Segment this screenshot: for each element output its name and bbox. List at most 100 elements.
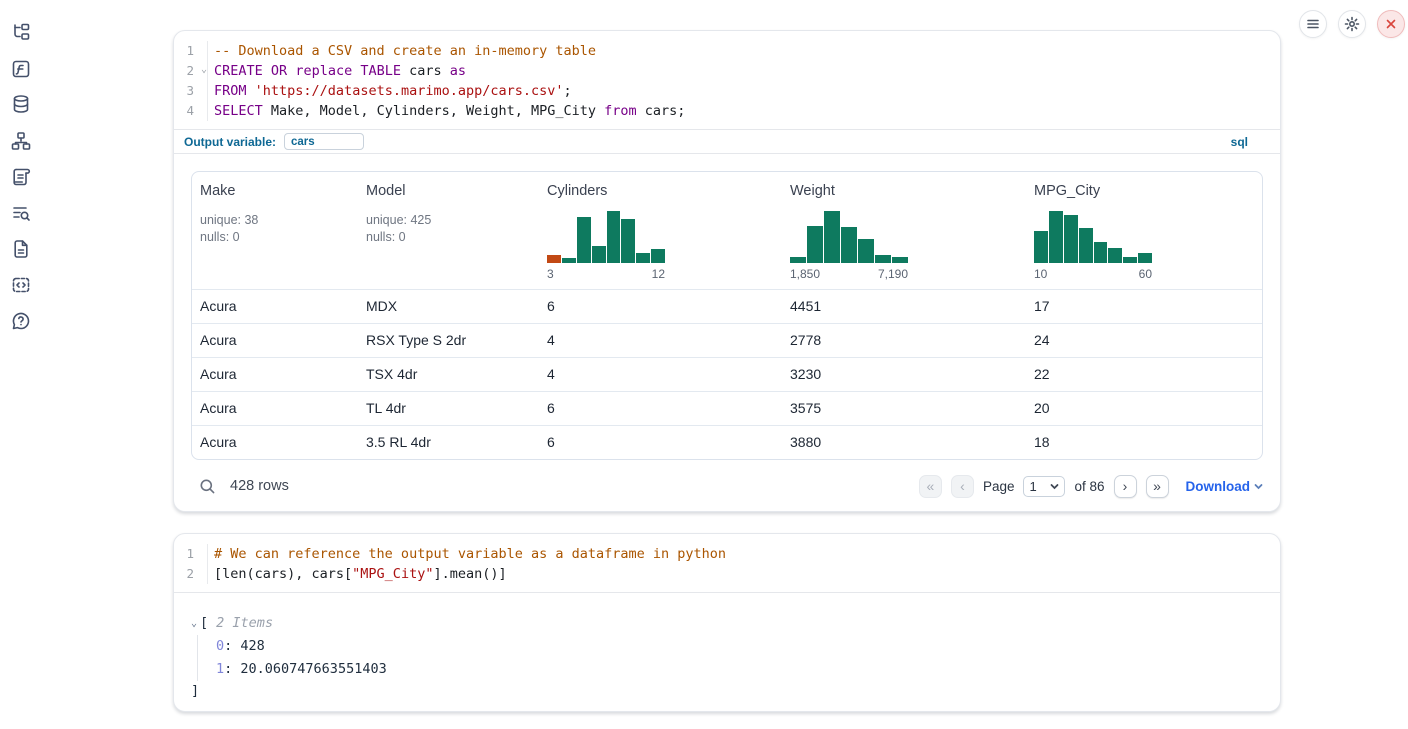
histogram-bar — [892, 257, 908, 263]
table-cell: Acura — [192, 426, 358, 459]
table-cell: 3575 — [782, 392, 1026, 425]
help-icon[interactable] — [11, 311, 31, 331]
histogram-bar — [1108, 248, 1122, 263]
histogram-bar — [807, 226, 823, 263]
histogram-bar — [651, 249, 665, 263]
histogram-bar — [824, 211, 840, 263]
table-cell: TL 4dr — [358, 392, 539, 425]
table-row[interactable]: AcuraRSX Type S 2dr4277824 — [192, 323, 1262, 357]
table-cell: Acura — [192, 358, 358, 391]
tree-collapse-chevron-icon[interactable]: ⌄ — [191, 618, 197, 629]
histogram-bar — [875, 255, 891, 263]
column-histogram: 1060 — [1034, 211, 1152, 281]
menu-icon — [1306, 17, 1320, 31]
code-line: 4SELECT Make, Model, Cylinders, Weight, … — [174, 101, 1280, 121]
column-header-make[interactable]: Makeunique: 38nulls: 0 — [192, 172, 358, 289]
logs-icon[interactable] — [11, 203, 31, 223]
fold-chevron-icon[interactable]: ⌄ — [201, 60, 207, 80]
marimo-notebook: 1-- Download a CSV and create an in-memo… — [0, 0, 1408, 729]
page-of-label: of 86 — [1074, 479, 1104, 494]
tree-root-row: ⌄ [ 2 Items — [191, 613, 1280, 633]
column-stats: unique: 38nulls: 0 — [200, 212, 350, 246]
prev-page-button[interactable]: ‹ — [951, 475, 974, 498]
column-header-mpg_city[interactable]: MPG_City1060 — [1026, 172, 1262, 289]
code-text: [len(cars), cars["MPG_City"].mean()] — [208, 564, 507, 584]
histogram-bar — [1049, 211, 1063, 263]
table-cell: MDX — [358, 290, 539, 323]
histogram-bar — [790, 257, 806, 263]
code-line: 2[len(cars), cars["MPG_City"].mean()] — [174, 564, 1280, 584]
table-cell: 24 — [1026, 324, 1262, 357]
documentation-icon[interactable] — [11, 239, 31, 259]
table-cell: 6 — [539, 426, 782, 459]
tree-entry: 1: 20.060747663551403 — [216, 658, 1280, 681]
table-cell: 2778 — [782, 324, 1026, 357]
column-header-model[interactable]: Modelunique: 425nulls: 0 — [358, 172, 539, 289]
line-number: 1 — [174, 544, 208, 564]
language-badge: sql — [1231, 135, 1248, 149]
table-cell: 18 — [1026, 426, 1262, 459]
table-row[interactable]: AcuraTSX 4dr4323022 — [192, 357, 1262, 391]
histogram-bar — [1138, 253, 1152, 263]
line-number: 1 — [174, 41, 208, 61]
next-page-button[interactable]: › — [1114, 475, 1137, 498]
row-count: 428 rows — [230, 478, 289, 494]
output-variable-bar: Output variable: sql — [174, 129, 1280, 154]
code-text: CREATE OR replace TABLE cars as — [208, 61, 466, 81]
scratchpad-icon[interactable] — [11, 167, 31, 187]
chevron-down-icon — [1050, 482, 1059, 491]
histogram-bar — [592, 246, 606, 263]
datasources-icon[interactable] — [11, 94, 31, 114]
last-page-button[interactable]: » — [1146, 475, 1169, 498]
table-cell: Acura — [192, 290, 358, 323]
pagination: « ‹ Page 1 of 86 › » Download — [919, 475, 1263, 498]
histogram-bar — [547, 255, 561, 263]
histogram-bar — [562, 258, 576, 263]
table-cell: 17 — [1026, 290, 1262, 323]
code-line: 1-- Download a CSV and create an in-memo… — [174, 41, 1280, 61]
histogram-bar — [841, 227, 857, 263]
tree-open-bracket: [ — [200, 615, 208, 631]
dependency-graph-icon[interactable] — [11, 131, 31, 151]
python-code-editor[interactable]: 1# We can reference the output variable … — [174, 534, 1280, 592]
download-button[interactable]: Download — [1186, 479, 1264, 494]
helper-sidebar — [0, 0, 44, 729]
histogram-bar — [1094, 242, 1108, 263]
file-tree-icon[interactable] — [11, 23, 31, 43]
code-text: FROM 'https://datasets.marimo.app/cars.c… — [208, 81, 572, 101]
python-cell: 1# We can reference the output variable … — [173, 533, 1281, 712]
output-variable-input[interactable] — [284, 133, 364, 150]
first-page-button[interactable]: « — [919, 475, 942, 498]
table-header-row: Makeunique: 38nulls: 0Modelunique: 425nu… — [192, 172, 1262, 289]
histogram-bar — [1079, 228, 1093, 263]
histogram-bar — [1034, 231, 1048, 263]
table-row[interactable]: AcuraTL 4dr6357520 — [192, 391, 1262, 425]
sql-code-editor[interactable]: 1-- Download a CSV and create an in-memo… — [174, 31, 1280, 129]
close-icon — [1385, 18, 1397, 30]
line-number: 4 — [174, 101, 208, 121]
search-icon[interactable] — [199, 478, 216, 495]
data-table: Makeunique: 38nulls: 0Modelunique: 425nu… — [191, 171, 1263, 460]
histogram-bar — [577, 217, 591, 263]
snippets-icon[interactable] — [11, 275, 31, 295]
table-cell: 20 — [1026, 392, 1262, 425]
column-stats: unique: 425nulls: 0 — [366, 212, 531, 246]
table-row[interactable]: AcuraMDX6445117 — [192, 289, 1262, 323]
page-select[interactable]: 1 — [1023, 476, 1065, 497]
column-header-cylinders[interactable]: Cylinders312 — [539, 172, 782, 289]
page-select-value: 1 — [1029, 479, 1036, 494]
gear-icon — [1344, 16, 1360, 32]
column-histogram: 312 — [547, 211, 665, 281]
table-cell: Acura — [192, 392, 358, 425]
column-header-weight[interactable]: Weight1,8507,190 — [782, 172, 1026, 289]
settings-button[interactable] — [1338, 10, 1366, 38]
table-row[interactable]: Acura3.5 RL 4dr6388018 — [192, 425, 1262, 459]
table-cell: 4 — [539, 324, 782, 357]
tree-items-count: 2 Items — [216, 615, 273, 631]
table-body: AcuraMDX6445117AcuraRSX Type S 2dr427782… — [192, 289, 1262, 459]
table-cell: TSX 4dr — [358, 358, 539, 391]
notebook-menu-button[interactable] — [1299, 10, 1327, 38]
variables-icon[interactable] — [11, 59, 31, 79]
python-cell-output: ⌄ [ 2 Items 0: 4281: 20.060747663551403 … — [174, 592, 1280, 701]
shutdown-button[interactable] — [1377, 10, 1405, 38]
